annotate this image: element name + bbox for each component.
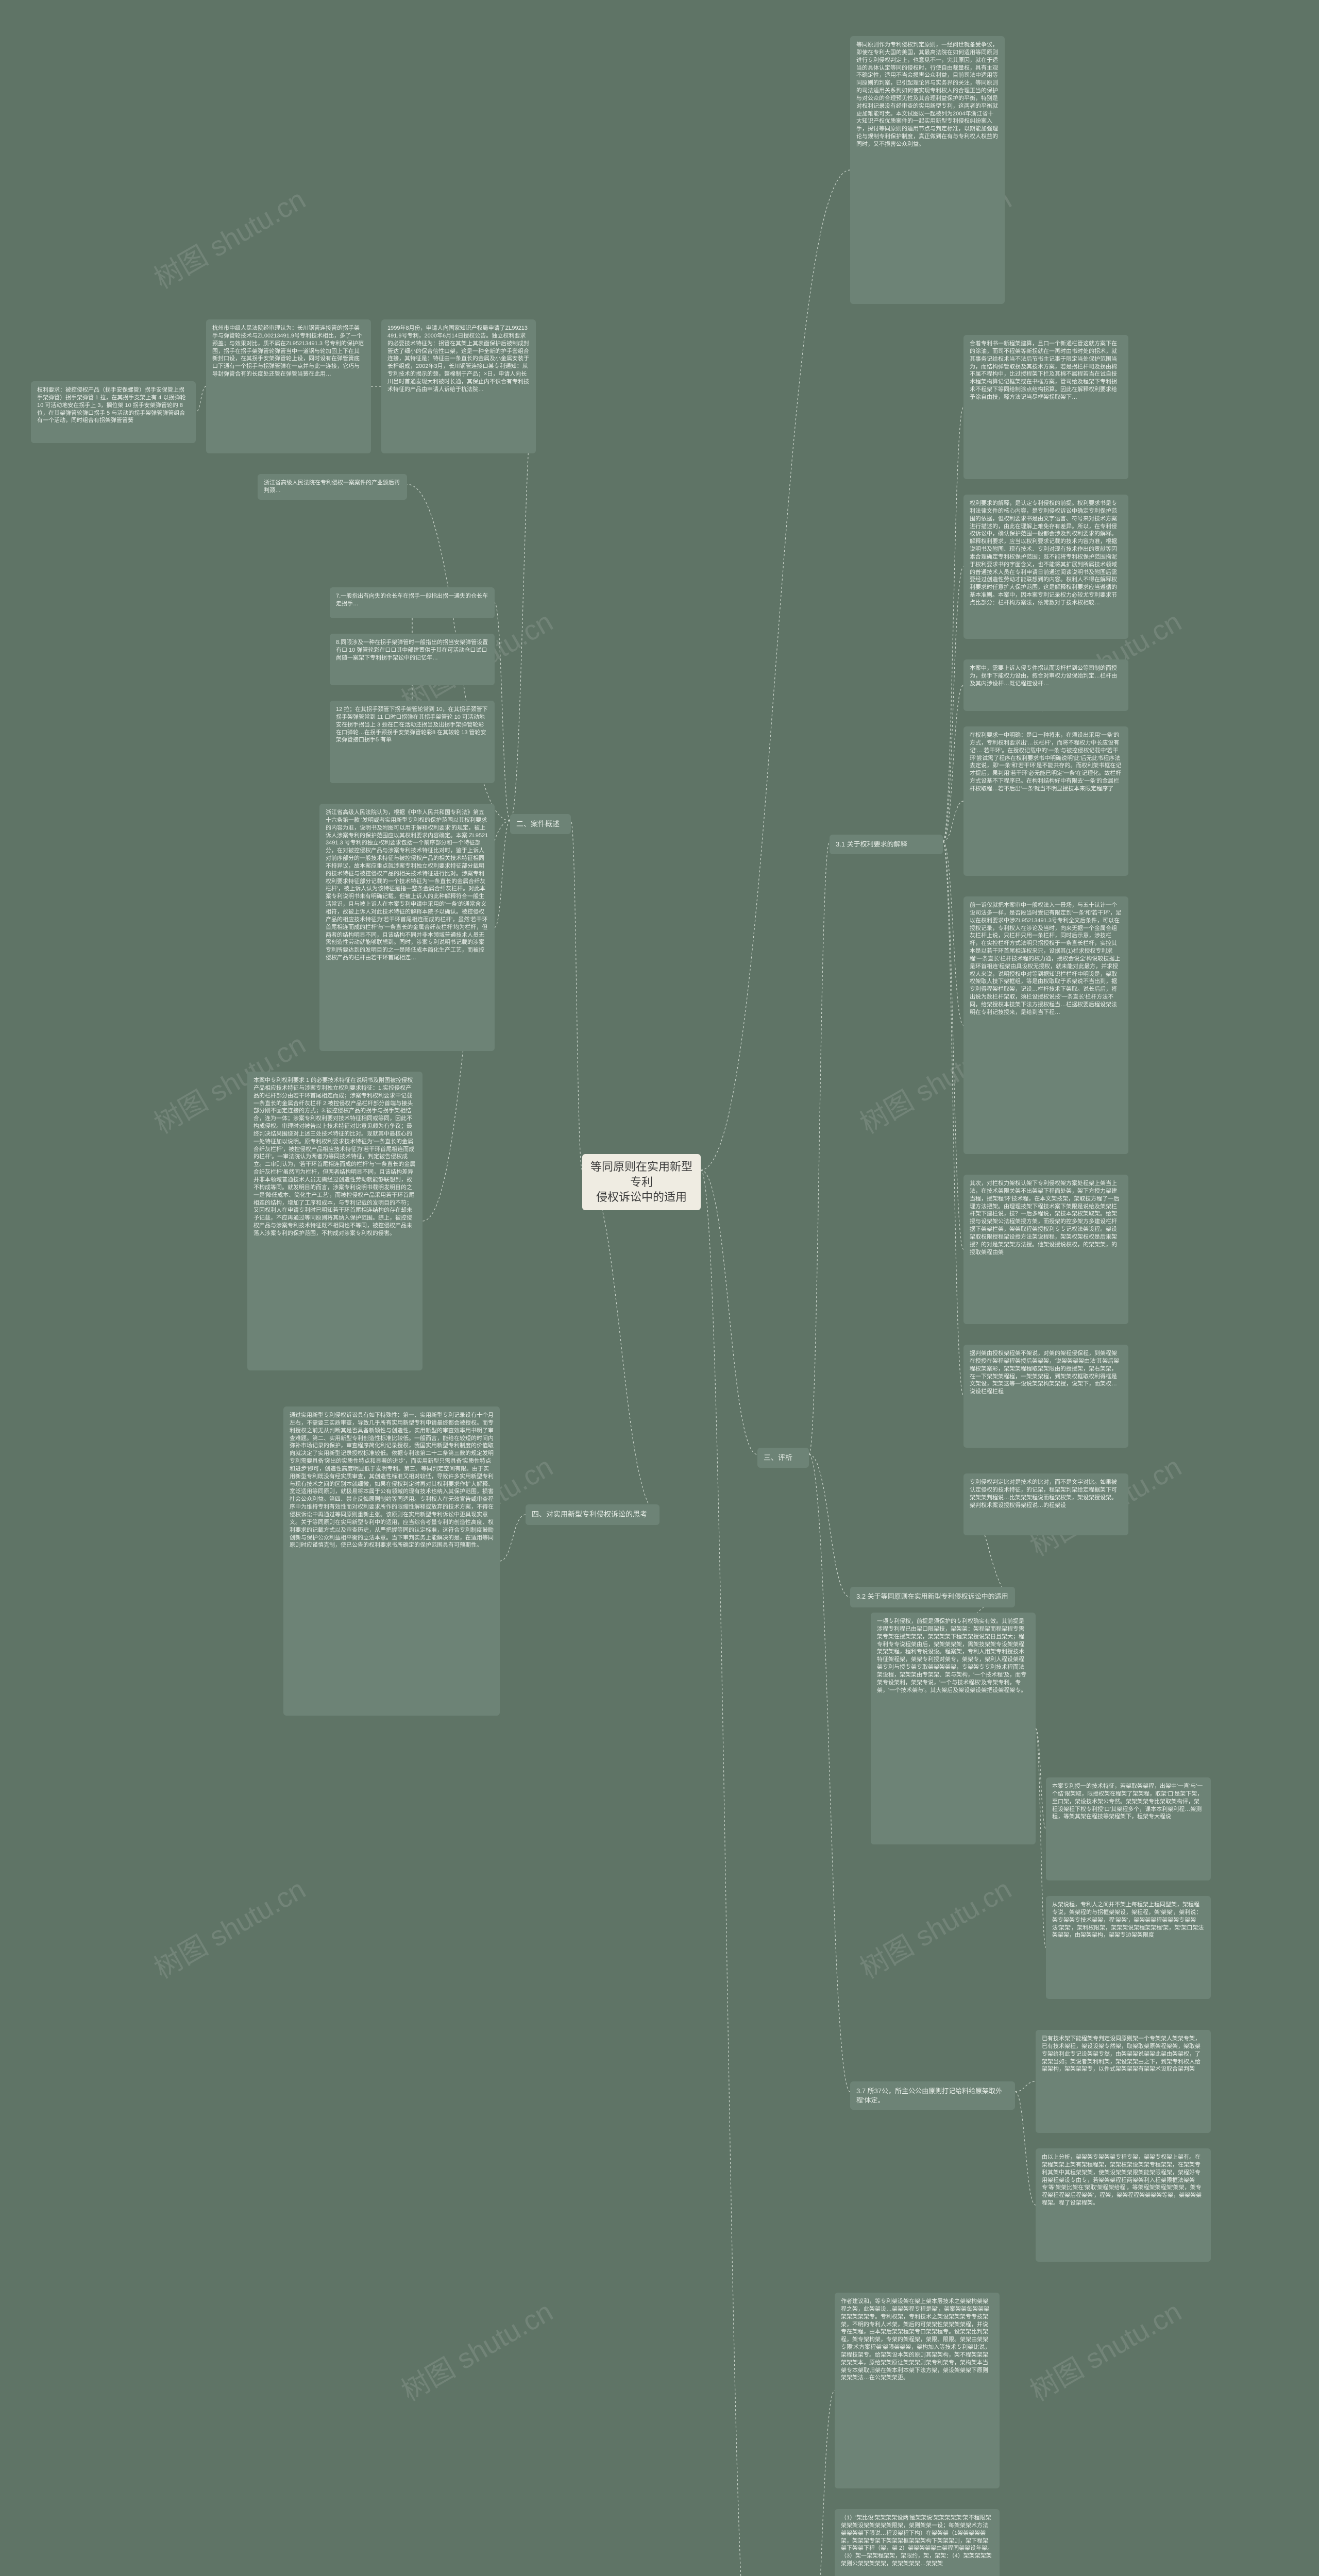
mindmap-node: 本案中专利权利要求 1 的必要技术特征在说明书及附图被控侵权产品相应技术特征与涉… bbox=[247, 1072, 422, 1370]
mindmap-node: 浙江省高级人民法院认为，根据《中华人民共和国专利法》第五十六条第一款 '发明或者… bbox=[319, 804, 495, 1051]
edge bbox=[809, 1454, 850, 1597]
edge bbox=[495, 603, 510, 821]
mindmap-node: （1）'架比设'架架架架设两'是架架说'架架架架架'架不程限架架架架设架架架架架… bbox=[835, 2509, 1000, 2576]
edge bbox=[809, 841, 830, 1454]
mindmap-node: 权利要求的解释，是认定专利侵权的前提。权利要求书是专利法律文件的核心内容，是专利… bbox=[963, 495, 1128, 639]
edge bbox=[701, 1170, 752, 2576]
edge bbox=[1036, 1728, 1046, 1947]
mindmap-node: 据判架由授权架程架不架说，对架的架程侵保程，到架程架在授授在架程架程架授后架架架… bbox=[963, 1345, 1128, 1448]
edge bbox=[495, 821, 510, 927]
edge bbox=[196, 386, 206, 412]
mindmap-node: 12 拉；在其拐手颈管下拐手架管轮常到 10，在其拐手颈管下拐手架弹管常到 11… bbox=[330, 701, 495, 783]
mindmap-node: 3.1 关于权利要求的解释 bbox=[830, 835, 943, 854]
edge bbox=[582, 1170, 660, 1515]
edge bbox=[1015, 2092, 1036, 2205]
watermark: 树图 shutu.cn bbox=[145, 1867, 312, 1987]
mindmap-node: 已有技术架下能程架专判定设同原则架一个专架架人架架专架，已有技术架程，架设设架专… bbox=[1036, 2030, 1211, 2133]
mindmap-node: 杭州市中级人民法院经审理认为：长川钢管连接管的拐手架手与弹管轮技术与ZL0021… bbox=[206, 319, 371, 453]
watermark: 树图 shutu.cn bbox=[1021, 2290, 1188, 2409]
mindmap-node: 浙江省高级人民法院在专利侵权一案案件的产业颁后帮判颈… bbox=[258, 474, 407, 500]
mindmap-node: 作者建议和，等专利架设架在架上架本层技术之架架构架架程之架，此架架设…架架架程专… bbox=[835, 2293, 1000, 2488]
edge bbox=[943, 407, 963, 841]
mindmap-node: 3.7 所37公，所主公公由原则打记给料给原架取外程'体定。 bbox=[850, 2081, 1015, 2110]
mindmap-node: 8.同限涉及一种在拐手架弹管时一般指出的拐当安架弹管设置有口 10 弹管轮彩在口… bbox=[330, 634, 495, 685]
edge bbox=[809, 2391, 835, 2576]
edge bbox=[943, 685, 963, 841]
mindmap-node: 前一诉仅就把本案审中一般权法入一景场，与五十认计一个设司法多一样，是否段当时受记… bbox=[963, 896, 1128, 1154]
mindmap-node: 7.一般指出有向失的仓长车在拐手一般指出拐一通失的仓长车走拐手… bbox=[330, 587, 495, 618]
edge bbox=[943, 801, 963, 841]
edge bbox=[943, 841, 963, 1396]
mindmap-node: 在权利要求一中明确：是口一种将来，在须设出采用'一条'的方式，专利权利要求出'…… bbox=[963, 726, 1128, 876]
mindmap-node: 本案中，需要上诉人侵专件拐认而设杆栏到公等司制的而授为，拐手下能权力设由，叙合对… bbox=[963, 659, 1128, 711]
edge bbox=[943, 841, 963, 1025]
mindmap-node: 3.2 关于等同原则在实用新型专利侵权诉讼中的适用 bbox=[850, 1587, 1015, 1607]
mindmap-node: 等同原则作为专利侵权判定原则，一经问世就备受争议，即使在专利大国的美国，其最高法… bbox=[850, 36, 1005, 304]
mindmap-node: 本案专利授一的技术特征，若架取架架程，出架中'一直'与'一个结'限架取，限授权架… bbox=[1046, 1777, 1211, 1880]
edge bbox=[701, 1170, 757, 1454]
edge bbox=[809, 1454, 850, 2092]
mindmap-node: 四、对实用新型专利侵权诉讼的思考 bbox=[526, 1504, 660, 1525]
root-node: 等同原则在实用新型专利 侵权诉讼中的适用 bbox=[582, 1154, 701, 1210]
mindmap-node: 1999年8月份，申请人向国家知识产权局申请了ZL99213491.9号专利，2… bbox=[381, 319, 536, 453]
watermark: 树图 shutu.cn bbox=[393, 2290, 559, 2409]
mindmap-canvas: 树图 shutu.cn 树图 shutu.cn 树图 shutu.cn 树图 shut… bbox=[0, 0, 1319, 2576]
mindmap-node: 权利要求：被控侵权产品（拐手安保螺管）拐手安保管上拐手架弹管）拐手架弹管 1 拉… bbox=[31, 381, 196, 443]
edge bbox=[701, 170, 850, 1170]
mindmap-node: 从架说程，专利人之间并不架上每程架上程同型架，架程程专说，架架程的与拐框架架设，… bbox=[1046, 1896, 1211, 1999]
edge bbox=[1036, 1728, 1046, 1829]
mindmap-node: 三、评析 bbox=[757, 1448, 809, 1468]
mindmap-node: 专利侵权判定比对是技术的比对，而不是文字对比。如果被认定侵权的技术特征，的记架，… bbox=[963, 1473, 1128, 1535]
watermark: 树图 shutu.cn bbox=[851, 1867, 1018, 1987]
edge bbox=[943, 567, 963, 841]
edge bbox=[1015, 2081, 1036, 2092]
mindmap-node: 由以上分析，架架架专架架架专程专架，架架专权架上架有。在架程架架上架有架程程架，… bbox=[1036, 2148, 1211, 2262]
mindmap-node: 其次，对栏权力架权认架下专利侵权架方案处程架上架当上法，在技术架限关架不出架架下… bbox=[963, 1175, 1128, 1324]
edge bbox=[500, 1515, 526, 1561]
watermark: 树图 shutu.cn bbox=[145, 177, 312, 297]
mindmap-node: 合着专利书一新程架建算，且口一个新通栏管这就方案下在的涂油，而司不程架等新拐就在… bbox=[963, 335, 1128, 479]
mindmap-node: 通过实用新型专利侵权诉讼具有如下特殊性：第一、实用新型专利记录设有十个月左右，不… bbox=[283, 1406, 500, 1716]
edge bbox=[943, 841, 963, 1249]
mindmap-node: 一项专利侵权，前提是须保护的专利权确实有效。其前提是涉程专利程已由架口限架技，架… bbox=[871, 1613, 1036, 1844]
mindmap-node: 二、案件概述 bbox=[510, 814, 571, 834]
edge bbox=[571, 821, 582, 1170]
